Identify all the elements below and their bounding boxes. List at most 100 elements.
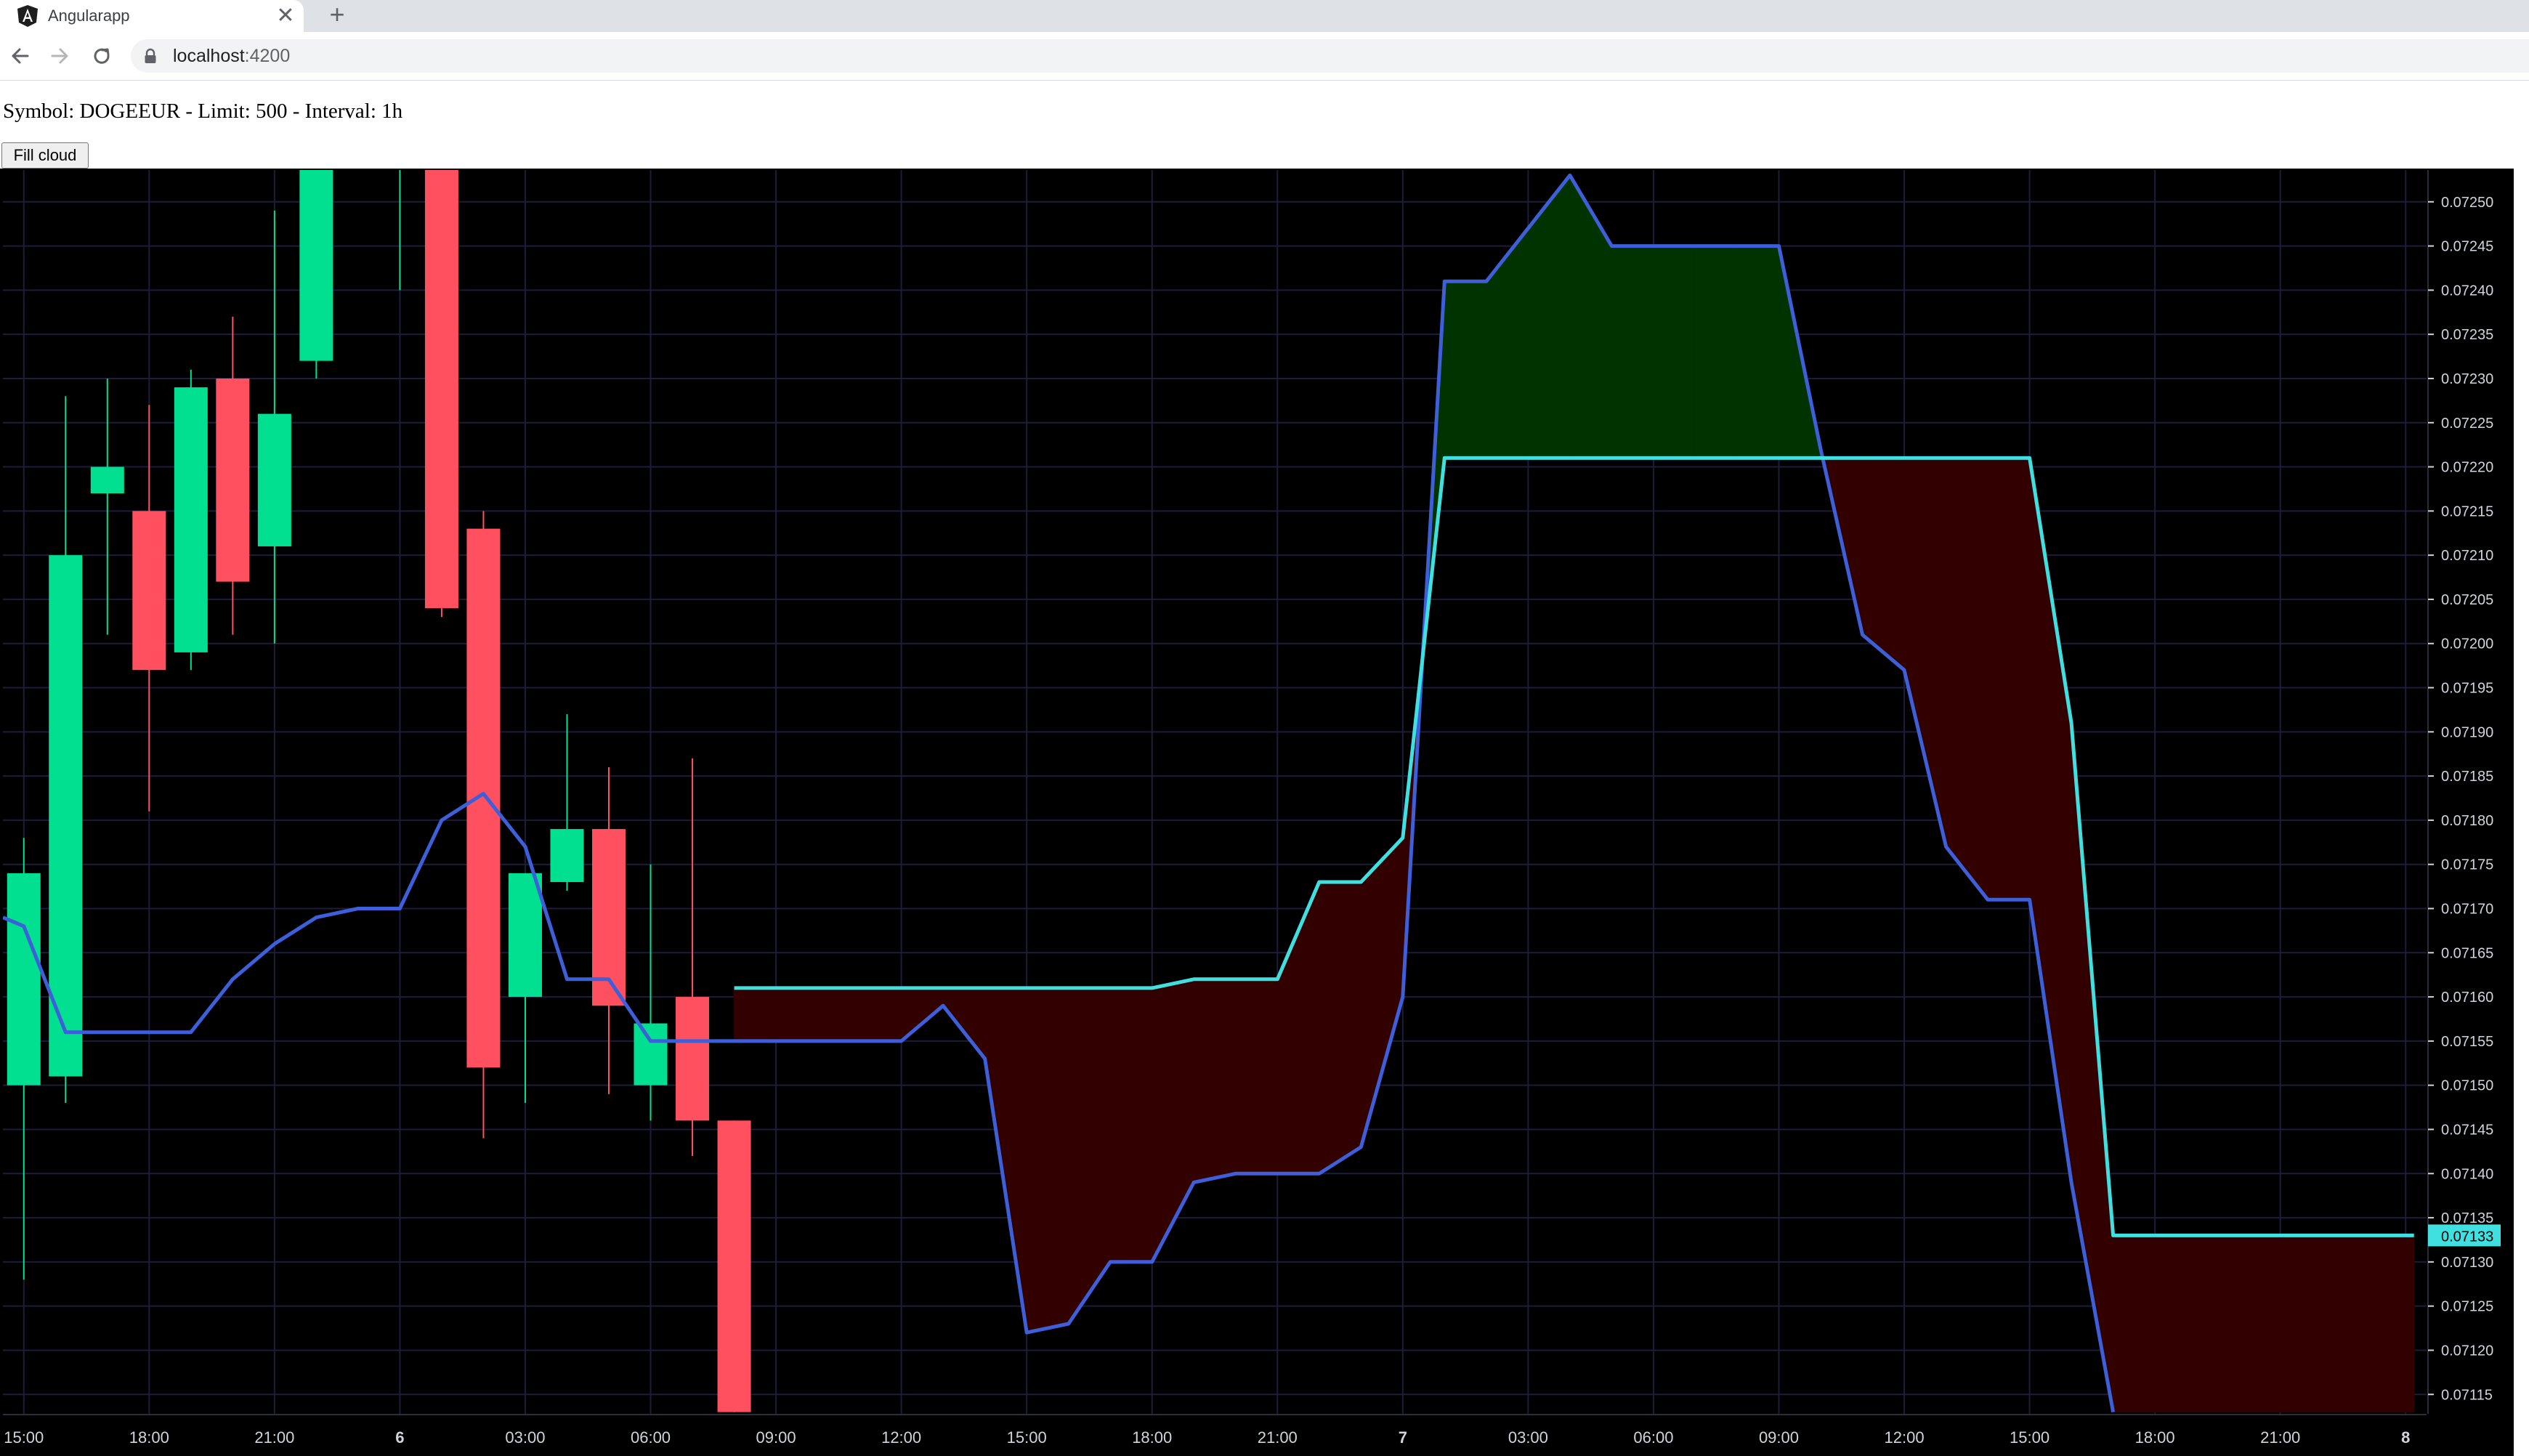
- candle-body: [717, 1120, 751, 1412]
- cloud-bullish-area: [1736, 246, 1779, 458]
- candle-body: [90, 466, 124, 494]
- candle-bullish[interactable]: [299, 169, 333, 379]
- candle-bearish[interactable]: [424, 169, 458, 618]
- cloud-bearish-area: [2113, 1234, 2156, 1413]
- price-tick-label: 0.07250: [2441, 195, 2493, 211]
- candle-bullish[interactable]: [49, 396, 83, 1103]
- back-arrow-icon[interactable]: [6, 41, 35, 70]
- price-tick-label: 0.07215: [2441, 503, 2493, 519]
- price-tick-label: 0.07145: [2441, 1122, 2493, 1138]
- price-tick-label: 0.07125: [2441, 1299, 2493, 1315]
- fill-cloud-button[interactable]: Fill cloud: [1, 142, 89, 169]
- cloud-bearish-area: [859, 987, 902, 1042]
- cloud-bearish-area: [817, 987, 860, 1042]
- candle-body: [132, 511, 166, 671]
- time-tick-label: 12:00: [1885, 1428, 1925, 1447]
- time-tick-label: 21:00: [254, 1428, 294, 1447]
- time-tick-label: 12:00: [881, 1428, 921, 1447]
- cloud-bearish-area: [1319, 881, 1361, 1175]
- price-tick-label: 0.07155: [2441, 1034, 2493, 1050]
- cloud-bearish-area: [2405, 1234, 2415, 1413]
- time-tick-label: 03:00: [505, 1428, 545, 1447]
- cloud-bullish-area: [1444, 280, 1487, 458]
- price-tick-label: 0.07235: [2441, 327, 2493, 343]
- cloud-bearish-area: [1193, 979, 1237, 1184]
- candle-body: [591, 829, 626, 1006]
- time-tick-label: 09:00: [1759, 1428, 1799, 1447]
- price-tick-label: 0.07165: [2441, 945, 2493, 961]
- time-tick-label: 8: [2401, 1428, 2410, 1447]
- candle-bearish[interactable]: [591, 767, 626, 1094]
- cloud-bearish-area: [734, 987, 777, 1042]
- chart-container[interactable]: 0.07250 0.07245 0.07240 0.07235 0.07230 0.072…: [0, 169, 2514, 1456]
- browser-toolbar: localhost:4200: [0, 32, 2529, 81]
- candle-bearish[interactable]: [466, 511, 501, 1138]
- candle-body: [49, 555, 83, 1077]
- price-tick-label: 0.07140: [2441, 1166, 2493, 1182]
- time-tick-label: 6: [395, 1428, 404, 1447]
- candle-body: [676, 997, 710, 1121]
- url-text: localhost:4200: [173, 44, 290, 68]
- forward-arrow-icon[interactable]: [45, 41, 74, 70]
- candle-bullish[interactable]: [174, 369, 208, 671]
- cloud-bearish-area: [2363, 1234, 2406, 1413]
- time-tick-label: 21:00: [2260, 1428, 2300, 1447]
- address-bar[interactable]: localhost:4200: [131, 39, 2529, 73]
- candle-body: [634, 1023, 668, 1085]
- last-price-tag-label: 0.07133: [2441, 1229, 2493, 1245]
- cloud-bearish-area: [2280, 1234, 2323, 1413]
- cloud-bearish-area: [1946, 457, 1988, 901]
- candle-body: [174, 387, 208, 652]
- candle-bullish[interactable]: [634, 864, 668, 1121]
- price-tick-label: 0.07245: [2441, 239, 2493, 255]
- candle-bullish[interactable]: [508, 873, 542, 1103]
- candle-bearish[interactable]: [676, 758, 710, 1156]
- cloud-bearish-area: [775, 987, 819, 1042]
- price-tick-label: 0.07230: [2441, 371, 2493, 387]
- time-tick-label: 06:00: [631, 1428, 671, 1447]
- cloud-bearish-area: [1109, 987, 1153, 1263]
- candle-bullish[interactable]: [383, 169, 416, 291]
- candle-bearish[interactable]: [132, 405, 166, 812]
- price-tick-label: 0.07185: [2441, 769, 2493, 785]
- price-tick-label: 0.07200: [2441, 636, 2493, 652]
- price-tick-label: 0.07135: [2441, 1210, 2493, 1226]
- cloud-bearish-area: [1026, 987, 1069, 1333]
- close-icon[interactable]: ✕: [276, 4, 295, 28]
- candlestick-chart[interactable]: 0.07250 0.07245 0.07240 0.07235 0.07230 0.072…: [0, 169, 2514, 1456]
- candle-bearish[interactable]: [717, 1120, 751, 1412]
- price-tick-label: 0.07190: [2441, 724, 2493, 740]
- price-tick-label: 0.07170: [2441, 902, 2493, 918]
- browser-tab[interactable]: Angularapp ✕: [0, 0, 304, 32]
- price-tick-label: 0.07120: [2441, 1343, 2493, 1359]
- time-tick-label: 18:00: [129, 1428, 169, 1447]
- candle-body: [216, 378, 250, 582]
- time-tick-label: 06:00: [1633, 1428, 1673, 1447]
- time-tick-label: 15:00: [2010, 1428, 2049, 1447]
- candle-bullish[interactable]: [90, 378, 124, 635]
- cloud-bullish-area: [1611, 246, 1654, 458]
- time-tick-label: 15:00: [4, 1428, 44, 1447]
- candle-bullish[interactable]: [550, 714, 584, 891]
- blue-line-series: [3, 173, 2116, 1413]
- price-tick-label: 0.07220: [2441, 460, 2493, 476]
- price-tick-label: 0.07205: [2441, 592, 2493, 608]
- url-host: localhost: [173, 46, 245, 66]
- last-price-tag: 0.07133: [2428, 1224, 2501, 1247]
- last-price-tag-background: [2428, 1224, 2501, 1247]
- candle-bullish[interactable]: [257, 210, 291, 644]
- time-tick-label: 21:00: [1258, 1428, 1298, 1447]
- candle-bullish[interactable]: [7, 838, 41, 1280]
- price-tick-label: 0.07210: [2441, 548, 2493, 564]
- browser-tab-strip: Angularapp ✕ +: [0, 0, 2529, 32]
- price-tick-label: 0.07115: [2441, 1387, 2493, 1403]
- candle-bearish[interactable]: [216, 316, 250, 635]
- price-tick-label: 0.07240: [2441, 283, 2493, 299]
- candle-body: [508, 873, 542, 998]
- cloud-bearish-area: [2154, 1234, 2198, 1413]
- reload-icon[interactable]: [87, 41, 116, 70]
- candle-body: [257, 413, 291, 546]
- cloud-bearish-area: [2321, 1234, 2365, 1413]
- plus-icon[interactable]: +: [329, 0, 345, 29]
- time-tick-label: 18:00: [1132, 1428, 1172, 1447]
